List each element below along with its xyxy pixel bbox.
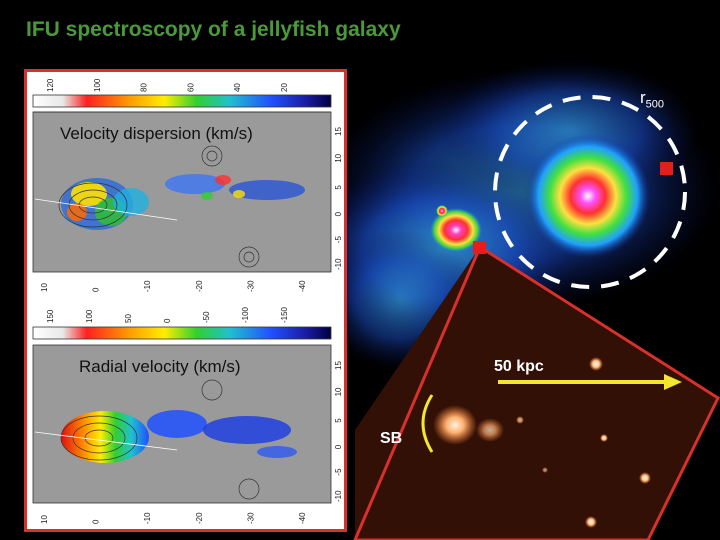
- dispersion-x-tick: 0: [92, 287, 101, 292]
- dispersion-y-tick: 15: [334, 127, 343, 136]
- r500-label: r500: [640, 88, 665, 111]
- radial-y-tick: 5: [334, 418, 343, 423]
- dispersion-y-tick: 0: [334, 211, 343, 216]
- dispersion-x-tick: 10: [40, 283, 49, 292]
- scale-bar-label: 50 kpc: [494, 358, 544, 375]
- scale-arrow: [498, 374, 682, 390]
- marker-cluster: [660, 162, 673, 175]
- small-source: [436, 205, 448, 217]
- radial-x-tick: 0: [92, 519, 101, 524]
- radial-colorbar-tick: -100: [241, 306, 250, 323]
- dispersion-colorbar-tick: 60: [186, 83, 195, 92]
- dispersion-y-tick: 10: [334, 153, 343, 162]
- dispersion-y-tick: 5: [334, 185, 343, 190]
- radial-colorbar-tick: 150: [46, 309, 55, 323]
- sb-label: SB: [380, 430, 403, 447]
- colorbar-dispersion: [32, 94, 332, 108]
- radial-x-tick: -30: [246, 512, 255, 524]
- dispersion-y-tick: -5: [334, 236, 343, 244]
- hst-frame: [353, 244, 720, 540]
- radial-colorbar-tick: 0: [163, 318, 172, 323]
- dispersion-colorbar-tick: 80: [140, 83, 149, 92]
- radial-colorbar-tick: -150: [280, 306, 289, 323]
- slide-title: IFU spectroscopy of a jellyfish galaxy: [26, 18, 401, 41]
- dispersion-colorbar-tick: 100: [93, 78, 102, 92]
- radial-x-tick: 10: [40, 515, 49, 524]
- dispersion-x-tick: -40: [298, 280, 307, 292]
- velocity-dispersion-map: [32, 94, 332, 273]
- radial-colorbar-tick: 100: [85, 309, 94, 323]
- radial-y-tick: 0: [334, 444, 343, 449]
- dispersion-colorbar-tick: 120: [46, 78, 55, 92]
- radial-x-tick: -20: [195, 512, 204, 524]
- radial-velocity-map: [32, 326, 332, 504]
- radial-y-tick: 10: [334, 387, 343, 396]
- dispersion-colorbar-tick: 20: [280, 83, 289, 92]
- radial-y-tick: 15: [334, 361, 343, 370]
- radial-y-tick: -10: [334, 490, 343, 502]
- ifu-maps-panel: 120 100 80 60 40 20 15 10 5 0 -5 -10 10 0 -10 -20 -30 -40…: [24, 69, 347, 532]
- radial-x-tick: -10: [143, 512, 152, 524]
- r500-circle: [493, 95, 687, 289]
- xray-tail: [300, 60, 720, 370]
- sb-bracket: [421, 394, 434, 453]
- radial-y-tick: -5: [334, 468, 343, 476]
- dispersion-x-tick: -20: [195, 280, 204, 292]
- colorbar-radial: [32, 326, 332, 340]
- radial-x-tick: -40: [298, 512, 307, 524]
- galaxy-xray-blob: [430, 208, 482, 252]
- velocity-dispersion-label: Velocity dispersion (km/s): [60, 124, 253, 143]
- radial-colorbar-tick: 50: [124, 314, 133, 323]
- marker-galaxy: [473, 241, 486, 254]
- radial-colorbar-tick: -50: [202, 311, 211, 323]
- dispersion-x-tick: -10: [143, 280, 152, 292]
- dispersion-colorbar-tick: 40: [233, 83, 242, 92]
- dispersion-y-tick: -10: [334, 258, 343, 270]
- radial-velocity-label: Radial velocity (km/s): [79, 357, 241, 376]
- cluster-core: [526, 134, 650, 258]
- dispersion-x-tick: -30: [246, 280, 255, 292]
